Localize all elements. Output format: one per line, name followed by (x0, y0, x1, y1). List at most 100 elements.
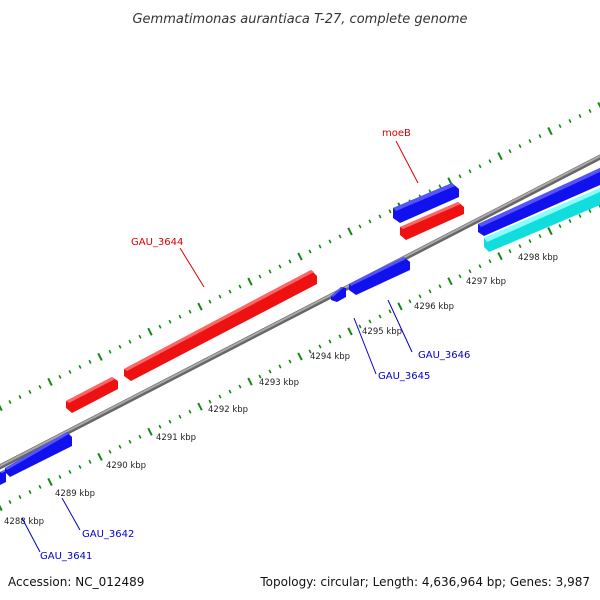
leader-line-GAU_3644 (179, 247, 205, 288)
leader-line-GAU_3641 (21, 517, 41, 553)
minor-tick-mark (408, 299, 412, 304)
major-tick-mark (447, 277, 453, 286)
major-tick-mark (197, 402, 203, 411)
minor-tick-mark (38, 384, 42, 389)
major-tick-mark (0, 404, 3, 412)
minor-tick-mark (118, 444, 122, 449)
gene-label-moeB[interactable]: moeB (382, 128, 411, 139)
gene-block-GAU_3644[interactable] (124, 270, 317, 381)
minor-tick-mark (288, 259, 292, 264)
feature-block-cyan[interactable] (484, 188, 600, 252)
minor-tick-mark (18, 495, 22, 499)
gene-label-GAU_3645[interactable]: GAU_3645 (378, 371, 430, 382)
minor-tick-mark (558, 224, 562, 229)
minor-tick-mark (38, 484, 42, 489)
minor-tick-mark (578, 214, 582, 218)
minor-tick-mark (178, 314, 182, 319)
gene-block-reverse-upper-right[interactable] (393, 183, 459, 223)
minor-tick-mark (588, 209, 592, 213)
outer-tick-ring (0, 101, 600, 412)
minor-tick-mark (78, 364, 82, 369)
minor-tick-mark (558, 124, 562, 129)
gene-label-GAU_3644[interactable]: GAU_3644 (131, 237, 183, 248)
minor-tick-mark (78, 464, 82, 469)
leader-line-GAU_3642 (61, 497, 81, 531)
gene-block-GAU_3642[interactable] (5, 432, 72, 477)
minor-tick-mark (308, 349, 312, 354)
minor-tick-mark (518, 244, 522, 249)
minor-tick-mark (18, 395, 22, 399)
minor-tick-mark (68, 469, 72, 474)
tick-label: 4292 kbp (208, 405, 248, 415)
minor-tick-mark (178, 414, 182, 419)
minor-tick-mark (388, 209, 392, 214)
major-tick-mark (547, 227, 553, 236)
minor-tick-mark (318, 344, 322, 349)
gene-label-GAU_3642[interactable]: GAU_3642 (82, 529, 134, 540)
major-tick-mark (547, 127, 553, 136)
minor-tick-mark (28, 389, 32, 394)
minor-tick-mark (568, 119, 572, 124)
minor-tick-mark (438, 184, 442, 189)
gene-block-GAU_3646[interactable] (349, 257, 410, 295)
minor-tick-mark (578, 114, 582, 118)
minor-tick-mark (138, 434, 142, 439)
minor-tick-mark (288, 359, 292, 364)
major-tick-mark (247, 277, 253, 286)
minor-tick-mark (468, 269, 472, 274)
minor-tick-mark (228, 389, 232, 394)
major-tick-mark (0, 504, 3, 512)
minor-tick-mark (158, 324, 162, 329)
minor-tick-mark (268, 369, 272, 374)
major-tick-mark (297, 252, 303, 261)
minor-tick-mark (488, 259, 492, 264)
minor-tick-mark (228, 289, 232, 294)
minor-tick-mark (238, 284, 242, 289)
minor-tick-mark (368, 319, 372, 324)
gene-block-reverse-far-right[interactable] (478, 168, 600, 236)
minor-tick-mark (258, 274, 262, 279)
minor-tick-mark (188, 309, 192, 314)
minor-tick-mark (538, 134, 542, 139)
minor-tick-mark (208, 399, 212, 404)
minor-tick-mark (268, 269, 272, 274)
major-tick-mark (347, 227, 353, 236)
gene-blocks (0, 168, 600, 485)
minor-tick-mark (538, 234, 542, 239)
tick-labels: 4288 kbp 4289 kbp 4290 kbp 4291 kbp 4292… (4, 253, 558, 527)
minor-tick-mark (168, 319, 172, 324)
tick-label: 4295 kbp (362, 327, 402, 337)
minor-tick-mark (168, 419, 172, 424)
minor-tick-mark (328, 239, 332, 244)
map-title: Gemmatimonas aurantiaca T-27, complete g… (132, 12, 467, 27)
major-tick-mark (97, 352, 103, 361)
major-tick-mark (497, 252, 503, 261)
major-tick-mark (247, 377, 253, 386)
minor-tick-mark (358, 324, 362, 329)
inner-tick-ring (0, 201, 600, 512)
minor-tick-mark (518, 144, 522, 149)
tick-label: 4297 kbp (466, 277, 506, 287)
major-tick-mark (297, 352, 303, 361)
gene-block-left-forward[interactable] (66, 377, 118, 413)
gene-label-GAU_3641[interactable]: GAU_3641 (40, 551, 92, 562)
minor-tick-mark (428, 289, 432, 294)
tick-label: 4293 kbp (259, 378, 299, 388)
minor-tick-mark (488, 159, 492, 164)
minor-tick-mark (358, 224, 362, 229)
tick-label: 4291 kbp (156, 433, 196, 443)
minor-tick-mark (458, 174, 462, 179)
minor-tick-mark (378, 214, 382, 219)
minor-tick-mark (508, 149, 512, 154)
gene-block-GAU_3645[interactable] (331, 287, 346, 302)
minor-tick-mark (158, 424, 162, 429)
gene-label-GAU_3646[interactable]: GAU_3646 (418, 350, 470, 361)
major-tick-mark (597, 101, 600, 109)
gene-labels: GAU_3641 GAU_3642 GAU_3644 GAU_3645 GAU_… (21, 128, 470, 562)
tick-label: 4296 kbp (414, 302, 454, 312)
minor-tick-mark (108, 449, 112, 454)
major-tick-mark (197, 302, 203, 311)
gene-block-moeB[interactable] (400, 202, 464, 240)
leader-line-moeB (395, 140, 419, 184)
